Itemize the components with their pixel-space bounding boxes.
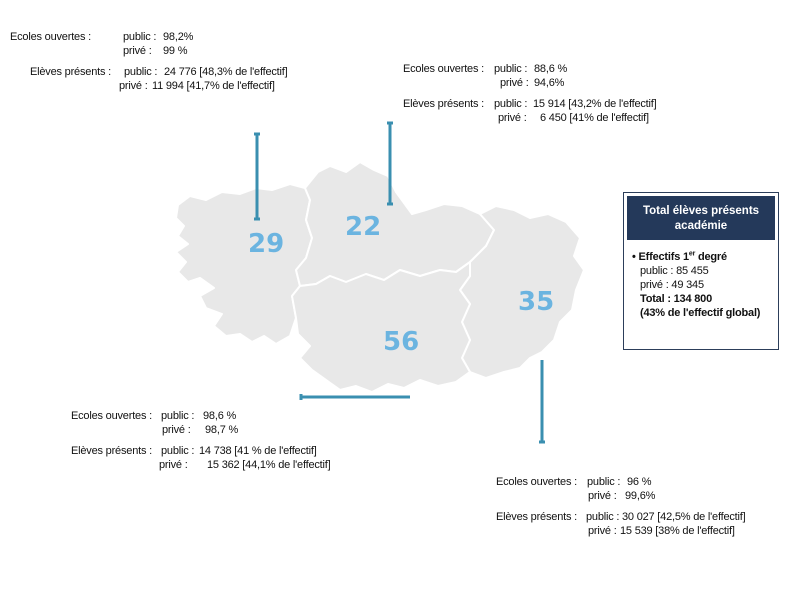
department-56-shape <box>291 261 471 393</box>
department-56-info: Ecoles ouvertes : public : 98,6 % privé … <box>71 409 371 472</box>
ecoles-ouvertes-label: Ecoles ouvertes : <box>403 63 484 75</box>
bullet: • <box>632 251 636 263</box>
ecoles-public-value: 88,6 % <box>534 63 568 75</box>
ecoles-public-value: 96 % <box>627 476 652 488</box>
public-label: public : <box>494 98 528 110</box>
academy-total-header: Total élèves présents académie <box>627 196 775 240</box>
prive-label: privé : <box>162 424 191 436</box>
academy-total-body: • Effectifs 1er degré public : 85 455 pr… <box>624 240 778 320</box>
eleves-public-value: 30 027 [42,5% de l'effectif] <box>622 511 746 523</box>
ecoles-public-value: 98,6 % <box>203 410 237 422</box>
prive-label: privé : <box>119 80 148 92</box>
eleves-public-value: 15 914 [43,2% de l'effectif] <box>533 98 657 110</box>
department-22-label: 22 <box>345 212 381 242</box>
department-35-info: Ecoles ouvertes : public : 96 % privé : … <box>496 475 786 538</box>
eleves-prive-value: 15 362 [44,1% de l'effectif] <box>207 459 331 471</box>
public-label: public : <box>161 410 195 422</box>
ecoles-public-value: 98,2% <box>163 31 194 43</box>
public-label: public : <box>494 63 528 75</box>
eleves-public-value: 14 738 [41 % de l'effectif] <box>199 445 317 457</box>
eleves-presents-label: Elèves présents : <box>30 66 111 78</box>
ecoles-prive-value: 98,7 % <box>205 424 239 436</box>
eleves-presents-label: Elèves présents : <box>71 445 152 457</box>
eleves-prive-value: 6 450 [41% de l'effectif] <box>540 112 649 124</box>
eleves-presents-label: Elèves présents : <box>496 511 577 523</box>
eleves-prive-value: 11 994 [41,7% de l'effectif] <box>152 80 275 92</box>
public-label: public : <box>161 445 195 457</box>
public-label: public : <box>124 66 158 78</box>
prive-label: privé : <box>123 45 152 57</box>
prive-label: privé : <box>588 525 617 537</box>
academy-total-box: Total élèves présents académie • Effecti… <box>623 192 779 350</box>
effectifs-heading-end: degré <box>695 251 727 263</box>
public-label: public : <box>123 31 157 43</box>
department-29-label: 29 <box>248 229 284 259</box>
eleves-public-value: 24 776 [48,3% de l'effectif] <box>164 66 288 78</box>
department-22-info: Ecoles ouvertes : public : 88,6 % privé … <box>403 62 703 125</box>
department-35-label: 35 <box>518 287 554 317</box>
leader-line-29 <box>254 132 260 221</box>
prive-label: privé : <box>588 490 617 502</box>
prive-label: privé : <box>500 77 529 89</box>
public-label: public : <box>587 476 621 488</box>
leader-line-35 <box>539 360 545 444</box>
eleves-presents-label: Elèves présents : <box>403 98 484 110</box>
ecoles-prive-value: 99 % <box>163 45 188 57</box>
effectifs-heading-text: Effectifs 1 <box>638 251 690 263</box>
prive-label: privé : <box>498 112 527 124</box>
department-29-info: Ecoles ouvertes : public : 98,2% privé :… <box>10 30 310 93</box>
ecoles-prive-value: 94,6% <box>534 77 565 89</box>
ecoles-ouvertes-label: Ecoles ouvertes : <box>10 31 91 43</box>
total-share: (43% de l'effectif global) <box>640 307 761 319</box>
effectifs-heading: • Effectifs 1er degré <box>632 250 772 264</box>
leader-line-56 <box>299 394 410 400</box>
total-public: public : 85 455 <box>640 265 709 277</box>
effectifs-heading-sup: er <box>688 250 696 258</box>
ecoles-ouvertes-label: Ecoles ouvertes : <box>71 410 152 422</box>
prive-label: privé : <box>159 459 188 471</box>
eleves-prive-value: 15 539 [38% de l'effectif] <box>620 525 735 537</box>
department-29-shape <box>175 183 313 345</box>
public-label: public : <box>586 511 620 523</box>
department-56-label: 56 <box>383 327 419 357</box>
academy-total-title-line2: académie <box>674 220 728 232</box>
total-prive: privé : 49 345 <box>640 279 704 291</box>
total-value: Total : 134 800 <box>640 293 712 305</box>
academy-total-title-line1: Total élèves présents <box>642 205 760 217</box>
ecoles-prive-value: 99,6% <box>625 490 656 502</box>
ecoles-ouvertes-label: Ecoles ouvertes : <box>496 476 577 488</box>
leader-line-22 <box>387 121 393 206</box>
